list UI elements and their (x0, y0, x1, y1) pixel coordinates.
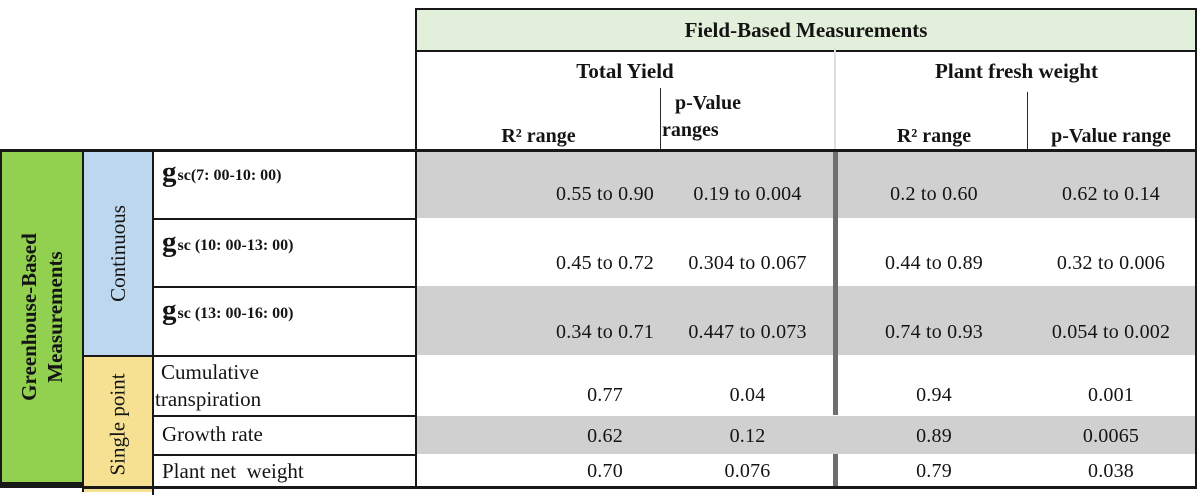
header-divider-pfw (1027, 92, 1028, 150)
value-cell: 0.94 (916, 384, 952, 406)
single-point-label: Single point (105, 373, 130, 476)
value-cell: 0.038 (1088, 460, 1134, 482)
value-cell: 0.74 to 0.93 (885, 321, 983, 343)
greenhouse-based-cell: Greenhouse-Based Measurements (2, 152, 82, 482)
value-cell: 0.2 to 0.60 (890, 183, 978, 205)
value-cell: 0.45 to 0.72 (556, 252, 654, 274)
group-divider-bar-upper (833, 152, 838, 415)
grid-line (152, 286, 417, 288)
header-group-divider (834, 48, 836, 150)
stripe-row-5 (417, 416, 1195, 454)
group-header-plant-fresh-weight: Plant fresh weight (935, 58, 1098, 83)
grid-line (82, 355, 417, 357)
stripe-row-3 (417, 286, 1195, 355)
value-cell: 0.001 (1088, 384, 1134, 406)
grid-line (415, 8, 417, 489)
green-cell-bottom-border (0, 482, 84, 488)
row-label-growth-rate: Growth rate (154, 417, 415, 452)
greenhouse-based-label: Greenhouse-Based Measurements (17, 233, 67, 401)
row-label-plant-net-weight: Plant net weight (154, 456, 415, 486)
value-cell: 0.89 (916, 425, 952, 447)
grid-line (82, 150, 84, 492)
stripe-row-1 (417, 152, 1195, 218)
value-cell: 0.12 (729, 425, 766, 447)
field-based-measurements-banner: Field-Based Measurements (415, 8, 1197, 52)
row-label-cumulative-transpiration: Cumulative transpiration (154, 357, 415, 415)
value-cell: 0.62 to 0.14 (1062, 183, 1160, 205)
continuous-label: Continuous (105, 205, 130, 302)
grid-line (152, 415, 417, 417)
grid-line (152, 454, 417, 456)
value-cell: 0.62 (587, 425, 623, 447)
grid-line (152, 150, 154, 495)
grid-line (0, 150, 2, 488)
header-divider-yield (660, 88, 661, 150)
value-cell: 0.054 to 0.002 (1051, 321, 1171, 343)
col-header-pvalue-range-pfw: p-Value range (1051, 125, 1171, 147)
row-label-gsc-7-10: g sc(7: 00-10: 00) (154, 152, 415, 218)
grid-line (152, 218, 417, 220)
field-based-measurements-title: Field-Based Measurements (684, 17, 928, 42)
value-cell: 0.076 (724, 460, 771, 482)
row-label-gsc-13-16: g sc (13: 00-16: 00) (154, 288, 415, 353)
grid-line (1195, 8, 1197, 489)
single-point-cell: Single point (84, 357, 152, 492)
value-cell: 0.447 to 0.073 (688, 321, 807, 343)
group-header-total-yield: Total Yield (576, 58, 674, 83)
continuous-cell: Continuous (84, 152, 152, 355)
value-cell: 0.32 to 0.006 (1056, 252, 1166, 274)
col-header-pvalue-ranges-yield: p-Value ranges (662, 92, 741, 141)
value-cell: 0.55 to 0.90 (556, 183, 654, 205)
value-cell: 0.19 to 0.004 (693, 183, 802, 205)
value-cell: 0.04 (729, 384, 766, 406)
value-cell: 0.79 (916, 460, 952, 482)
value-cell: 0.44 to 0.89 (885, 252, 983, 274)
value-cell: 0.304 to 0.067 (688, 252, 807, 274)
grid-line-bottom (84, 486, 1197, 489)
grid-line (0, 149, 1197, 152)
value-cell: 0.34 to 0.71 (556, 321, 654, 343)
row-label-gsc-10-13: g sc (10: 00-13: 00) (154, 220, 415, 284)
col-header-r2-range-pfw: R² range (896, 125, 972, 147)
group-divider-bar-lower (833, 454, 838, 487)
col-header-r2-range-yield: R² range (501, 125, 576, 147)
value-cell: 0.70 (587, 460, 623, 482)
value-cell: 0.0065 (1082, 425, 1140, 447)
value-cell: 0.77 (587, 384, 623, 406)
